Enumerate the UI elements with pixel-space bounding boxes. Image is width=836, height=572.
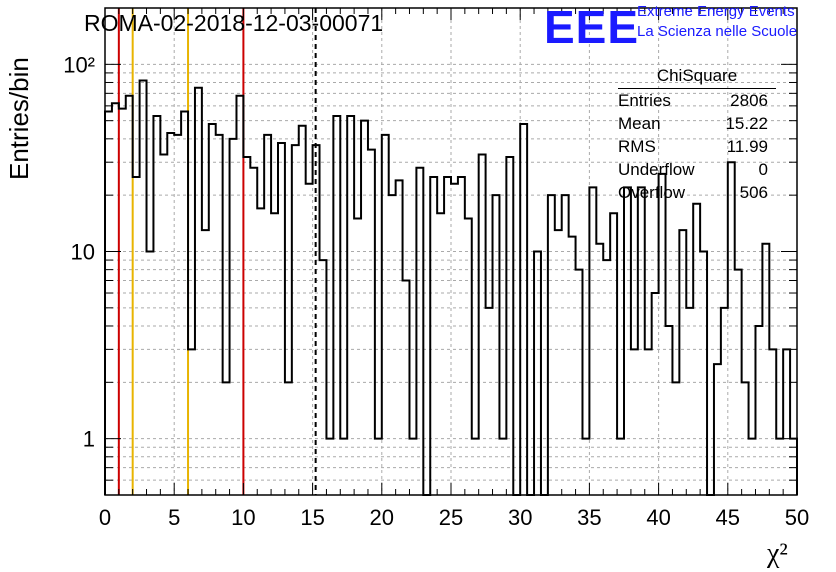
stats-row: Mean 15.22 [612,112,776,135]
y-tick-labels: 1 10 10² [63,52,95,451]
x-tick-label: 50 [785,505,809,530]
stats-row: RMS 11.99 [612,135,776,158]
logo-text-line1: Extreme Energy Events [637,3,795,20]
reference-lines [117,8,317,495]
stats-label: RMS [618,137,656,156]
stats-label: Mean [618,114,661,133]
x-tick-label: 20 [370,505,394,530]
stats-value: 2806 [730,91,768,110]
y-tick-label: 10 [71,240,95,265]
axis-ticks [104,7,798,496]
x-tick-labels: 0 5 10 15 20 25 30 35 40 45 50 [99,505,809,530]
x-tick-label: 5 [168,505,180,530]
x-tick-label: 15 [300,505,324,530]
y-axis-label: Entries/bin [4,57,34,180]
stats-value: 15.22 [725,114,768,133]
histogram-bins [104,79,798,496]
histogram-outline [104,79,798,496]
x-tick-label: 45 [716,505,740,530]
x-tick-label: 10 [231,505,255,530]
stats-box: ChiSquare Entries 2806 Mean 15.22 RMS 11.99… [612,66,776,204]
x-tick-label: 30 [508,505,532,530]
stats-label: Underflow [618,160,695,179]
y-tick-label: 10² [63,52,95,77]
stats-value: 11.99 [726,137,768,156]
stats-title: ChiSquare [618,66,776,89]
stats-label: Entries [618,91,671,110]
x-tick-label: 40 [646,505,670,530]
x-tick-label: 25 [439,505,463,530]
stats-value: 506 [739,183,768,202]
stats-value: 0 [758,160,768,179]
stats-row: Entries 2806 [612,89,776,112]
x-axis-label: χ² [767,538,788,569]
x-tick-label: 35 [577,505,601,530]
eee-logo: EEE [544,1,640,53]
stats-row: Overflow 506 [612,181,776,204]
stats-row: Underflow 0 [612,158,776,181]
chart-title: ROMA-02-2018-12-03-00071 [84,10,384,36]
logo-text-line2: La Scienza nelle Scuole [637,23,798,40]
x-tick-label: 0 [99,505,111,530]
y-tick-label: 1 [83,427,95,452]
stats-label: Overflow [618,183,686,202]
